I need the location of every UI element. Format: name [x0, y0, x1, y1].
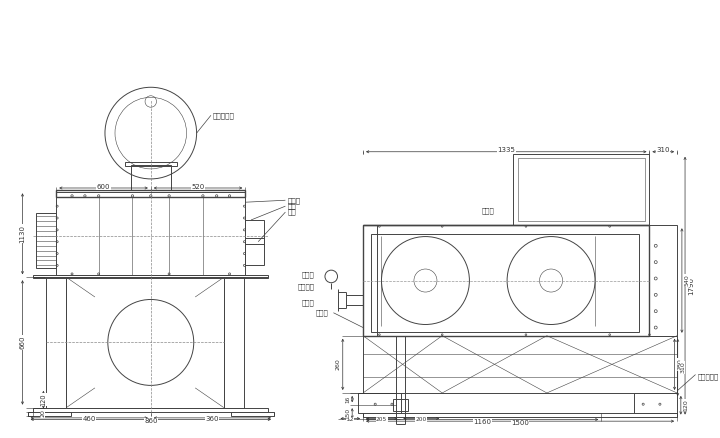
Text: 1160: 1160	[473, 418, 491, 424]
Bar	[649, 225, 677, 336]
Text: 120: 120	[40, 393, 46, 406]
Bar	[363, 225, 649, 336]
Text: 205: 205	[376, 417, 387, 423]
Bar	[246, 220, 264, 265]
Text: 油标: 油标	[287, 203, 296, 209]
Bar	[131, 165, 171, 191]
Bar	[46, 277, 66, 408]
Text: 噪音消声器: 噪音消声器	[698, 373, 719, 380]
Text: 安全阀: 安全阀	[316, 309, 328, 316]
Bar	[125, 162, 176, 166]
Text: 660: 660	[19, 336, 25, 349]
Text: 360: 360	[206, 417, 219, 422]
Bar	[371, 233, 639, 332]
Text: 弹性接头: 弹性接头	[297, 283, 315, 290]
Text: 吸入消音器: 吸入消音器	[213, 112, 235, 119]
Bar	[363, 413, 677, 417]
Bar	[66, 277, 224, 408]
Text: 200: 200	[415, 417, 427, 423]
Text: 860: 860	[144, 418, 158, 424]
Text: 丝端: 丝端	[287, 209, 296, 215]
Bar	[363, 225, 377, 336]
Text: 压力表: 压力表	[302, 300, 315, 306]
Bar	[36, 213, 56, 268]
Text: 460: 460	[83, 417, 96, 422]
Text: 单向阀: 单向阀	[302, 271, 315, 278]
Bar	[363, 336, 677, 393]
Bar	[224, 277, 244, 408]
Text: 310: 310	[680, 361, 685, 373]
Bar	[359, 393, 401, 413]
Text: 20: 20	[40, 410, 45, 417]
Bar	[33, 276, 269, 278]
Text: 1335: 1335	[498, 147, 516, 153]
Text: 260: 260	[336, 358, 341, 370]
Text: 150: 150	[346, 408, 351, 419]
Text: 排气体: 排气体	[287, 197, 300, 204]
Text: 16: 16	[346, 396, 351, 403]
Bar	[513, 154, 649, 225]
Text: 22: 22	[346, 417, 354, 423]
Bar	[56, 192, 246, 276]
Text: 1130: 1130	[19, 225, 25, 243]
Text: 280: 280	[677, 358, 682, 370]
Text: 120: 120	[683, 399, 688, 411]
Text: 520: 520	[192, 184, 204, 190]
Text: 皮带罩: 皮带罩	[482, 208, 495, 214]
Bar	[518, 158, 645, 221]
Bar	[634, 393, 677, 413]
Bar	[231, 412, 274, 416]
Bar	[33, 408, 269, 412]
Text: 1790: 1790	[688, 277, 694, 295]
Bar	[393, 399, 408, 411]
Text: 1500: 1500	[511, 420, 529, 426]
Text: 310: 310	[657, 147, 670, 153]
Bar	[27, 412, 71, 416]
Text: 600: 600	[96, 184, 110, 190]
Text: 540: 540	[684, 275, 689, 286]
Bar	[56, 191, 246, 197]
